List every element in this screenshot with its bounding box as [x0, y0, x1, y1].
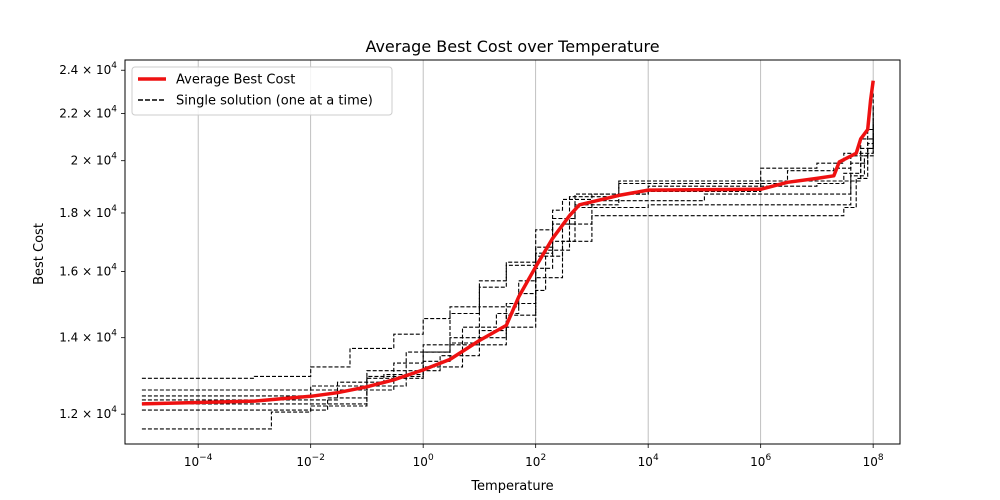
x-tick-label: 106 — [750, 453, 771, 469]
legend-box — [131, 66, 393, 116]
y-tick-exponent: 4 — [111, 204, 117, 214]
x-tick-exponent: 6 — [765, 453, 771, 463]
y-tick-label: 1.4 × 104 — [59, 329, 117, 345]
y-tick-exponent: 4 — [111, 262, 117, 272]
x-tick-label: 10−4 — [184, 453, 213, 469]
y-tick-exponent: 4 — [111, 104, 117, 114]
y-axis-label: Best Cost — [32, 223, 47, 285]
x-tick-base: 10 — [525, 455, 540, 469]
y-tick-mantissa: 2 × 10 — [71, 154, 112, 168]
chart-title: Average Best Cost over Temperature — [365, 37, 659, 56]
x-tick-base: 10 — [413, 455, 428, 469]
x-tick-label: 10−2 — [296, 453, 325, 469]
y-tick-mantissa: 2.4 × 10 — [59, 63, 111, 77]
legend: Average Best Cost Single solution (one at… — [131, 66, 393, 116]
y-tick-mantissa: 1.2 × 10 — [59, 407, 111, 421]
y-tick-label: 1.6 × 104 — [59, 262, 117, 278]
y-tick-exponent: 4 — [111, 152, 117, 162]
y-tick-label: 2 × 104 — [71, 152, 118, 168]
x-axis-label: Temperature — [470, 479, 553, 494]
single-solution-line-2 — [141, 122, 874, 430]
y-tick-mantissa: 2.2 × 10 — [59, 106, 111, 120]
y-tick-exponent: 4 — [111, 329, 117, 339]
y-tick-mantissa: 1.8 × 10 — [59, 206, 111, 220]
x-tick-label: 104 — [638, 453, 659, 469]
x-tick-base: 10 — [296, 455, 311, 469]
x-tick-exponent: −4 — [199, 453, 213, 463]
x-axis: 10−4 10−2 100 102 104 106 108 — [184, 444, 884, 469]
x-tick-exponent: 4 — [653, 453, 659, 463]
x-tick-exponent: 8 — [878, 453, 884, 463]
x-tick-label: 102 — [525, 453, 546, 469]
y-tick-label: 1.2 × 104 — [59, 405, 117, 421]
plot-frame — [124, 59, 901, 445]
y-tick-mantissa: 1.4 × 10 — [59, 331, 111, 345]
x-tick-base: 10 — [863, 455, 878, 469]
x-tick-base: 10 — [638, 455, 653, 469]
x-tick-label: 100 — [413, 453, 434, 469]
plot-area — [141, 80, 875, 430]
grid-lines — [197, 60, 874, 444]
x-tick-exponent: 0 — [428, 453, 434, 463]
x-tick-base: 10 — [184, 455, 199, 469]
single-solution-line-1 — [141, 117, 874, 379]
y-tick-label: 2.4 × 104 — [59, 61, 117, 77]
legend-label: Single solution (one at a time) — [176, 94, 373, 109]
single-solution-line-4 — [141, 131, 874, 391]
y-tick-exponent: 4 — [111, 61, 117, 71]
y-tick-exponent: 4 — [111, 405, 117, 415]
y-tick-label: 2.2 × 104 — [59, 104, 117, 120]
legend-label: Average Best Cost — [176, 73, 295, 88]
x-tick-label: 108 — [863, 453, 884, 469]
x-tick-exponent: −2 — [312, 453, 325, 463]
single-solution-line-5 — [141, 106, 874, 401]
average-best-cost-line — [141, 80, 875, 406]
x-tick-exponent: 2 — [540, 453, 546, 463]
single-solution-line-6 — [141, 136, 874, 405]
single-solution-line-3 — [141, 93, 874, 411]
y-tick-label: 1.8 × 104 — [59, 204, 117, 220]
x-tick-base: 10 — [750, 455, 765, 469]
y-tick-mantissa: 1.6 × 10 — [59, 264, 111, 278]
single-solution-line-7 — [141, 127, 874, 397]
